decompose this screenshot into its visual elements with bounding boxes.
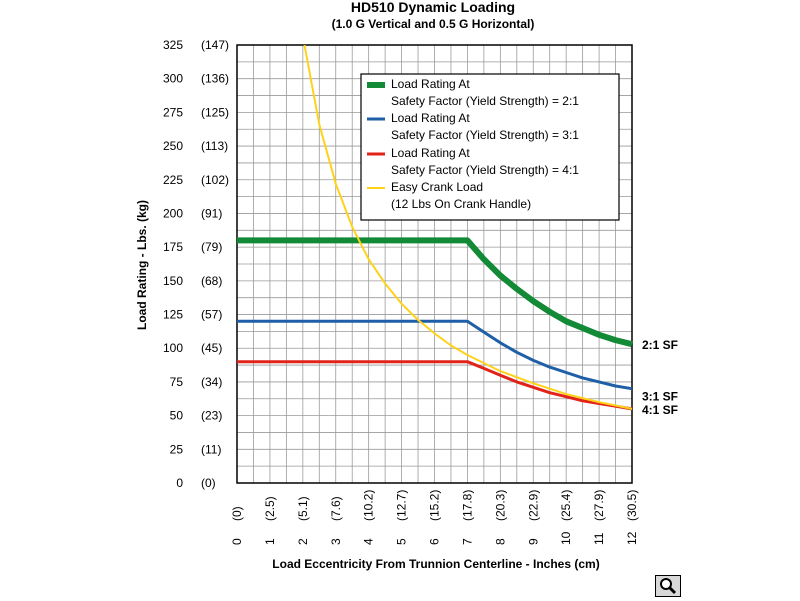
series-line-1 [237,237,633,348]
series-end-label: 2:1 SF [642,338,678,352]
y-tick-label: 300 [163,72,183,86]
zoom-button[interactable] [655,575,681,597]
series-layer: 2:1 SF 3:1 SF4:1 SF [237,44,678,417]
legend-entry: Safety Factor (Yield Strength) = 4:1 [391,163,579,177]
x-tick-label-cm: (12.7) [395,490,409,521]
x-tick-label-cm: (5.1) [296,496,310,521]
x-tick-label: 0 [230,538,244,545]
legend-entry: Load Rating At [391,77,470,91]
y-tick-label: 100 [163,341,183,355]
y-tick-label-kg: (34) [201,375,222,389]
y-tick-label-kg: (68) [201,274,222,288]
y-tick-label-kg: (45) [201,341,222,355]
x-tick-label: 8 [493,538,507,545]
x-tick-label-cm: (7.6) [329,496,343,521]
axes: 0 (0)25 (11)50 (23)75 (34)100 (45)125 (57)150(… [163,38,639,545]
y-tick-label: 175 [163,240,183,254]
series-line-2 [237,319,633,391]
x-tick-label: 11 [592,532,606,545]
x-tick-label: 1 [263,538,277,545]
legend-box [360,73,620,221]
x-tick-label-cm: (17.8) [460,490,474,521]
x-tick-label-cm: (27.9) [592,490,606,521]
y-tick-label-kg: (113) [201,139,228,153]
y-tick-label-kg: (79) [201,240,222,254]
y-tick-label: 150 [163,274,183,288]
x-tick-label: 12 [625,531,639,545]
x-tick-label: 3 [329,538,343,545]
plot-frame [236,44,633,484]
legend-entry: Safety Factor (Yield Strength) = 3:1 [391,128,579,142]
x-tick-label: 10 [559,531,573,545]
y-tick-label: 250 [163,139,183,153]
x-tick-label-cm: (22.9) [526,490,540,521]
series-line-3 [237,360,633,411]
x-tick-label-cm: (10.2) [362,490,376,521]
y-tick-label-kg: (102) [201,173,229,187]
x-tick-label-cm: (15.2) [428,490,442,521]
legend-entry: (12 Lbs On Crank Handle) [391,197,531,211]
y-tick-label: 225 [163,173,183,187]
series-end-label: 4:1 SF [642,403,678,417]
legend-entry: Load Rating At [391,111,470,125]
y-tick-label: 75 [170,375,184,389]
legend-entry: Safety Factor (Yield Strength) = 2:1 [391,94,579,108]
series-line-4 [303,44,633,410]
x-tick-label: 9 [526,538,540,545]
y-tick-label: 325 [163,38,183,52]
y-tick-label-kg: (0) [201,476,216,490]
x-tick-label-cm: (30.5) [625,490,639,521]
series-end-label: 3:1 SF [642,390,678,404]
y-tick-label-kg: (91) [201,206,222,220]
legend-entry: Load Rating At [391,146,470,160]
x-tick-label-cm: (25.4) [559,490,573,521]
x-tick-label: 4 [362,538,376,545]
x-axis-label: Load Eccentricity From Trunnion Centerli… [272,557,599,571]
magnifier-icon [660,578,677,595]
legend: Load Rating At Safety Factor (Yield Stren… [360,73,620,221]
x-tick-label: 6 [428,538,442,545]
y-tick-label-kg: (23) [201,409,222,423]
x-tick-label: 7 [460,538,474,545]
x-tick-label: 2 [296,538,310,545]
y-tick-label-kg: (147) [201,38,229,52]
legend-entry: Easy Crank Load [391,180,483,194]
y-tick-label-kg: (57) [201,308,222,322]
chart-title: HD510 Dynamic Loading [351,0,515,15]
x-tick-label-cm: (2.5) [263,496,277,521]
chart-subtitle: (1.0 G Vertical and 0.5 G Horizontal) [332,17,535,31]
y-axis-label: Load Rating - Lbs. (kg) [135,200,149,330]
y-tick-label: 25 [170,442,184,456]
y-tick-label-kg: (11) [201,442,221,456]
y-tick-label: 200 [163,206,183,220]
y-tick-label-kg: (125) [201,105,229,119]
x-tick-label: 5 [395,538,409,545]
y-tick-label-kg: (136) [201,72,229,86]
y-tick-label: 125 [163,308,183,322]
y-tick-label: 275 [163,105,183,119]
x-tick-label-cm: (0) [230,506,244,521]
x-tick-label-cm: (20.3) [493,490,507,521]
y-tick-label: 0 [176,476,183,490]
y-tick-label: 50 [170,409,184,423]
